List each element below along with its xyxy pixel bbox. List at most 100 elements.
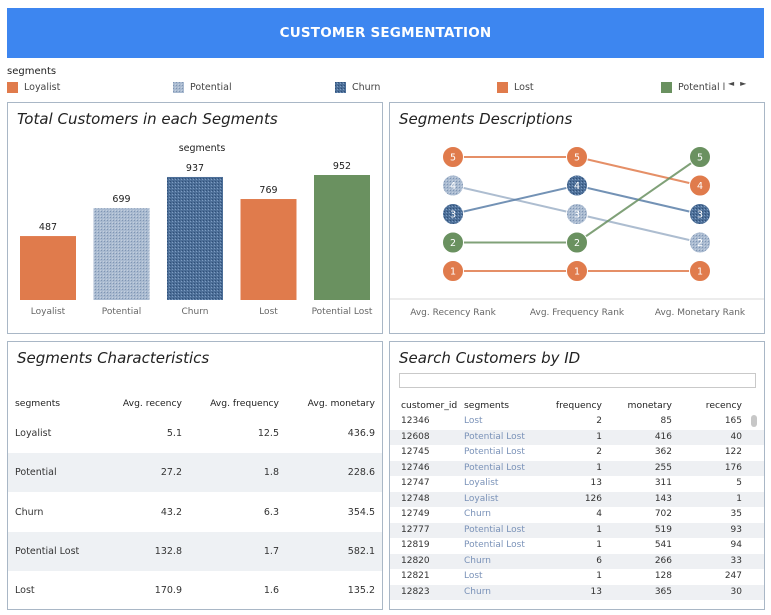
table-row[interactable]: 12819 Potential Lost 1 541 94: [390, 538, 764, 554]
table-row[interactable]: Lost 170.9 1.6 135.2: [8, 571, 382, 610]
table-row[interactable]: Potential Lost 132.8 1.7 582.1: [8, 532, 382, 571]
recency-cell: 33: [730, 555, 742, 566]
avg-frequency-cell: 1.6: [263, 585, 279, 596]
recency-cell: 247: [724, 571, 742, 581]
frequency-cell: 1: [596, 431, 602, 442]
rank-point-label: 1: [574, 267, 580, 278]
frequency-cell: 6: [596, 555, 602, 566]
rank-point[interactable]: [689, 146, 711, 168]
bar-potential-lost[interactable]: [314, 175, 370, 300]
recency-cell: 30: [730, 586, 742, 597]
avg-monetary-cell: 436.9: [347, 428, 375, 439]
legend-item-loyalist[interactable]: Loyalist: [7, 80, 60, 94]
table-row[interactable]: 12745 Potential Lost 2 362 122: [390, 445, 764, 461]
table-row[interactable]: 12746 Potential Lost 1 255 176: [390, 460, 764, 476]
column-header-segments[interactable]: segments: [15, 398, 61, 409]
table-row[interactable]: 12823 Churn 13 365 30: [390, 584, 764, 600]
recency-cell: 94: [730, 540, 742, 550]
rank-point[interactable]: [689, 260, 711, 282]
frequency-cell: 2: [596, 416, 602, 426]
avg-monetary-cell: 135.2: [347, 585, 375, 596]
table-scrollbar[interactable]: [751, 415, 757, 427]
x-tick-label: Loyalist: [31, 307, 66, 317]
column-header-avg-recency[interactable]: Avg. recency: [122, 398, 182, 409]
rank-point-label: 5: [574, 153, 580, 164]
legend-prev-icon[interactable]: ◄: [728, 79, 741, 88]
rank-point[interactable]: [442, 231, 464, 254]
table-row[interactable]: 12608 Potential Lost 1 416 40: [390, 429, 764, 445]
rank-point[interactable]: [442, 203, 464, 225]
recency-cell: 5: [736, 478, 742, 488]
legend-item-potential-lost[interactable]: Potential l: [661, 80, 725, 94]
customer-id-cell: 12747: [401, 478, 430, 488]
rank-point-label: 4: [450, 181, 456, 192]
segment-cell: Potential Lost: [15, 546, 80, 557]
legend-label: Churn: [352, 81, 381, 93]
rank-point[interactable]: [566, 174, 588, 197]
monetary-cell: 266: [654, 555, 672, 566]
table-row[interactable]: Churn 43.2 6.3 354.5: [8, 493, 382, 532]
rank-point-label: 2: [574, 238, 580, 249]
segment-cell: Churn: [464, 555, 491, 566]
x-tick-label: Avg. Recency Rank: [410, 308, 496, 318]
customer-id-cell: 12823: [401, 586, 430, 597]
rank-point[interactable]: [689, 231, 711, 254]
legend-item-lost[interactable]: Lost: [497, 80, 534, 94]
table-row[interactable]: 12820 Churn 6 266 33: [390, 553, 764, 569]
rank-point[interactable]: [442, 260, 464, 282]
monetary-cell: 255: [654, 462, 672, 473]
totals-panel: Total Customers in each Segments segment…: [7, 102, 383, 334]
table-row[interactable]: Potential 27.2 1.8 228.6: [8, 453, 382, 492]
bar-value-label: 937: [186, 163, 204, 174]
column-header-frequency[interactable]: frequency: [555, 400, 602, 411]
customer-search-input[interactable]: [399, 373, 756, 388]
legend-next-icon[interactable]: ►: [740, 79, 753, 88]
monetary-cell: 143: [654, 493, 672, 504]
table-row[interactable]: 12749 Churn 4 702 35: [390, 507, 764, 523]
avg-recency-cell: 132.8: [154, 546, 182, 557]
rank-point[interactable]: [689, 174, 711, 197]
legend-item-churn[interactable]: Churn: [335, 80, 380, 94]
rank-point[interactable]: [442, 174, 464, 197]
rank-point[interactable]: [566, 146, 588, 168]
rank-line-loyalist[interactable]: [453, 156, 701, 244]
column-header-segments[interactable]: segments: [464, 400, 510, 411]
table-row[interactable]: 12777 Potential Lost 1 519 93: [390, 522, 764, 538]
column-header-recency[interactable]: recency: [705, 400, 742, 411]
column-header-avg-monetary[interactable]: Avg. monetary: [307, 398, 375, 409]
customer-id-cell: 12819: [401, 540, 430, 550]
rank-point[interactable]: [566, 231, 588, 254]
x-tick-label: Avg. Frequency Rank: [530, 308, 625, 318]
frequency-cell: 1: [596, 540, 602, 550]
table-row[interactable]: 12748 Loyalist 126 143 1: [390, 491, 764, 507]
legend-nav: ◄►: [728, 79, 752, 88]
recency-cell: 122: [724, 447, 742, 457]
legend-item-potential[interactable]: Potential: [173, 80, 232, 94]
column-header-monetary[interactable]: monetary: [627, 400, 673, 411]
table-row[interactable]: 12747 Loyalist 13 311 5: [390, 476, 764, 492]
avg-monetary-cell: 354.5: [347, 507, 375, 518]
bar-lost[interactable]: [240, 199, 297, 300]
column-header-avg-frequency[interactable]: Avg. frequency: [210, 398, 279, 409]
table-row[interactable]: Loyalist 5.1 12.5 436.9: [8, 414, 382, 453]
frequency-cell: 1: [596, 571, 602, 581]
x-tick-label: Lost: [259, 307, 278, 317]
rank-point[interactable]: [566, 203, 588, 225]
rank-point[interactable]: [442, 146, 464, 168]
table-row[interactable]: 12346 Lost 2 85 165: [390, 414, 764, 430]
table-row[interactable]: 12821 Lost 1 128 247: [390, 569, 764, 585]
monetary-cell: 128: [654, 571, 672, 581]
bar-value-label: 699: [112, 194, 130, 205]
rank-point[interactable]: [566, 260, 588, 282]
legend-label: Loyalist: [24, 81, 61, 93]
recency-cell: 40: [730, 431, 742, 442]
bar-potential[interactable]: [93, 208, 150, 300]
x-tick-label: Potential: [102, 307, 141, 317]
column-header-customer-id[interactable]: customer_id: [401, 400, 458, 411]
rank-point[interactable]: [689, 203, 711, 225]
bar-churn[interactable]: [167, 176, 223, 300]
segment-cell: Churn: [464, 586, 491, 597]
legend-title: segments: [7, 66, 57, 77]
avg-frequency-cell: 1.7: [263, 546, 279, 557]
bar-loyalist[interactable]: [20, 236, 76, 300]
